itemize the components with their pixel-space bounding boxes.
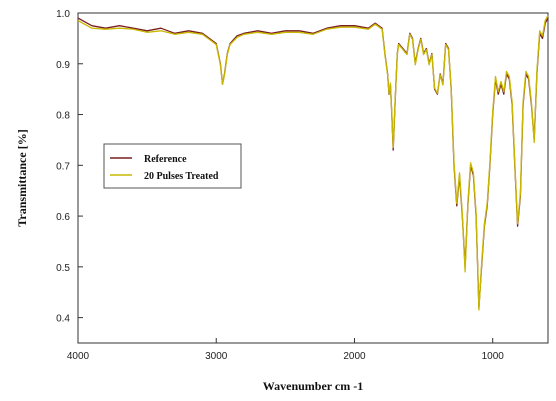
x-axis-title: Wavenumber cm -1	[263, 379, 363, 393]
y-tick-label: 0.9	[56, 60, 70, 71]
x-tick-label: 4000	[67, 351, 90, 362]
x-axis: 4000 3000 2000 1000	[67, 338, 504, 362]
series-layer	[77, 15, 549, 311]
x-tick-label: 3000	[205, 351, 228, 362]
y-axis: 0.4 0.5 0.6 0.7 0.8 0.9 1.0	[56, 9, 83, 325]
legend-box	[103, 143, 242, 189]
legend-label-reference: Reference	[144, 154, 187, 165]
y-tick-label: 0.8	[56, 111, 70, 122]
x-tick-label: 2000	[343, 351, 366, 362]
y-tick-label: 0.5	[56, 263, 70, 274]
y-tick-label: 0.7	[56, 161, 70, 172]
plot-area-frame	[77, 12, 549, 344]
y-axis-title: Transmittance [%]	[15, 129, 29, 226]
legend-label-treated: 20 Pulses Treated	[144, 171, 219, 182]
y-tick-label: 0.6	[56, 212, 70, 223]
y-tick-label: 1.0	[56, 9, 70, 20]
legend: Reference 20 Pulses Treated	[103, 143, 242, 189]
y-tick-label: 0.4	[56, 314, 70, 325]
series-line-treated	[77, 15, 549, 311]
x-tick-label: 1000	[482, 351, 505, 362]
